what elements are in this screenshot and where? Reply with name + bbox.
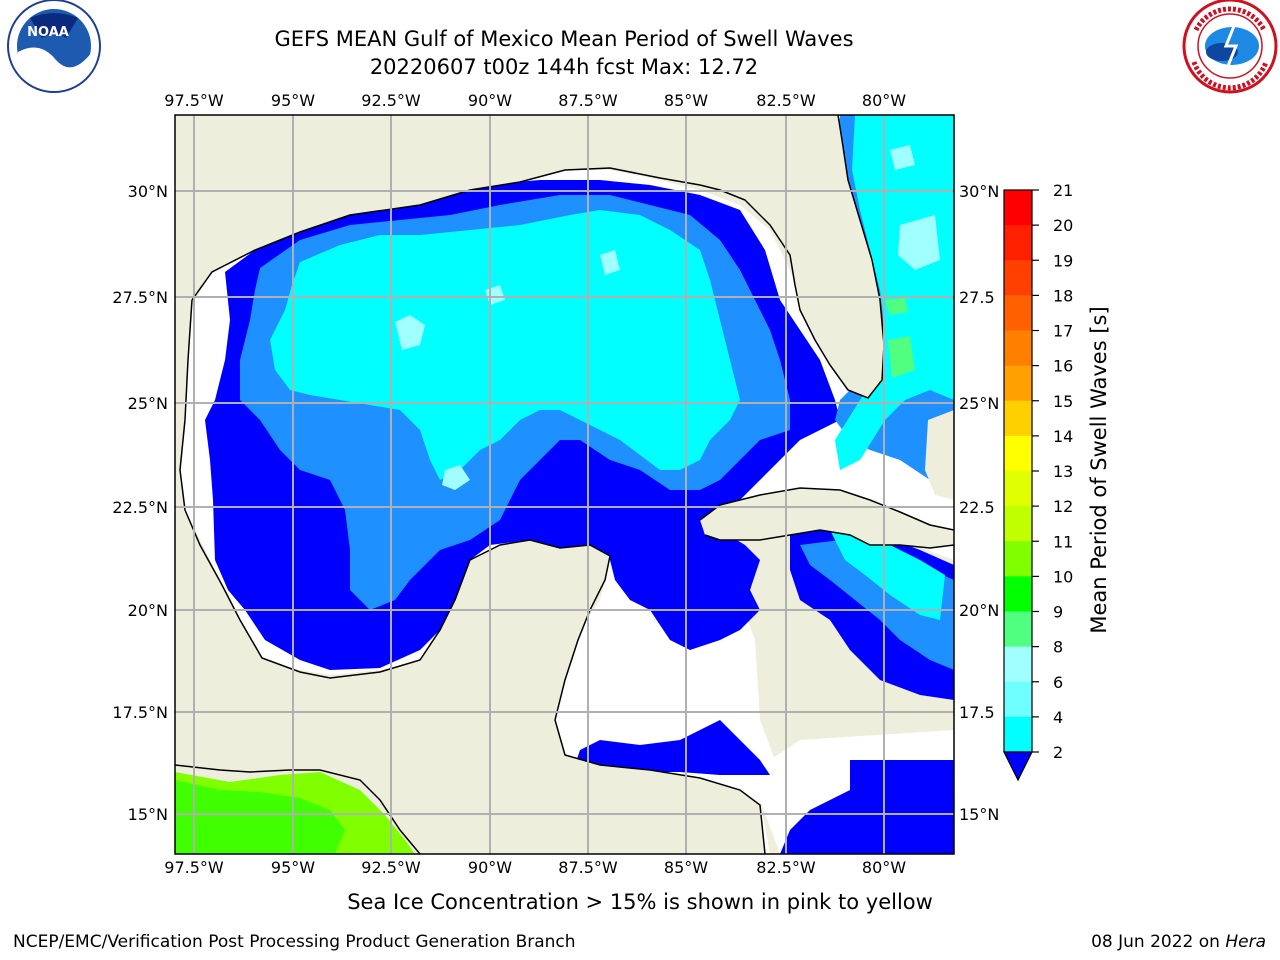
lat-labels-right: 30°N 27.5 25°N 22.5 20°N 17.5 15°N [959,182,999,824]
colorbar-tick-label: 10 [1053,567,1073,586]
colorbar-segment [1004,225,1032,261]
colorbar-tick-label: 14 [1053,427,1073,446]
colorbar: 21 20 19 18 17 16 15 14 13 12 11 10 9 8 6 4 2 [1003,181,1073,782]
colorbar-tick-label: 12 [1053,497,1073,516]
map-plot-area [175,115,954,854]
lon-label: 92.5°W [361,91,421,110]
noaa-logo-text: NOAA [27,25,69,40]
lon-label: 85°W [664,91,708,110]
colorbar-tick-label: 8 [1053,638,1063,657]
lat-label: 25°N [959,394,999,413]
atlantic-swell-9-10 [885,298,915,378]
colorbar-segment [1004,190,1032,226]
colorbar-label: Mean Period of Swell Waves [s] [1087,306,1111,633]
sea-ice-note: Sea Ice Concentration > 15% is shown in … [347,890,933,914]
pacific-swell-11-12 [175,780,345,854]
atlantic-swell-6-8 [835,115,954,470]
lat-label: 25°N [128,394,168,413]
colorbar-tick-label: 4 [1053,708,1063,727]
colorbar-segment [1004,681,1032,718]
lat-label: 27.5°N [112,288,168,307]
colorbar-segment [1004,260,1032,296]
coastline [175,115,954,854]
colorbar-segment [1004,365,1032,402]
lon-label: 97.5°W [164,91,224,110]
lat-label: 22.5 [959,498,995,517]
chart-title: GEFS MEAN Gulf of Mexico Mean Period of … [274,27,854,51]
host-name: Hera [1225,932,1266,952]
lon-label: 95°W [271,858,315,877]
colorbar-segment [1004,400,1032,437]
map-frame [174,114,955,855]
lon-label: 82.5°W [756,858,816,877]
bahamas-land [925,410,954,500]
lon-label: 95°W [271,91,315,110]
colorbar-extend-arrow [1003,751,1033,782]
yucatan-land [175,510,765,854]
colorbar-segment [1004,716,1032,753]
swell-band-6-8 [270,210,740,480]
nws-logo [1182,0,1278,94]
colorbar-tick-label: 20 [1053,216,1073,235]
lon-label: 90°W [468,858,512,877]
map-gridlines [175,115,954,854]
lat-label: 15°N [128,805,168,824]
lon-label: 92.5°W [361,858,421,877]
colorbar-segment [1004,541,1032,577]
colorbar-segment [1004,506,1032,542]
lat-label: 27.5 [959,288,995,307]
colorbar-tick-label: 9 [1053,603,1063,622]
lat-label: 22.5°N [112,498,168,517]
lon-label: 80°W [862,91,906,110]
date-value: 08 Jun 2022 on [1091,932,1226,952]
colorbar-tick-label: 13 [1053,462,1073,481]
florida-land [175,115,884,398]
lon-label: 90°W [468,91,512,110]
lat-label: 30°N [128,182,168,201]
lon-label: 85°W [664,858,708,877]
chart-subtitle: 20220607 t00z 144h fcst Max: 12.72 [369,55,759,79]
caribbean-swell-2-4 [575,525,954,854]
atlantic-swell-8-9 [890,145,940,270]
colorbar-tick-label: 16 [1053,357,1073,376]
lat-label: 30°N [959,182,999,201]
lon-label: 82.5°W [756,91,816,110]
colorbar-tick-label: 2 [1053,743,1063,762]
colorbar-segment [1004,471,1032,507]
colorbar-segment [1004,330,1032,367]
cuba-land [700,488,954,548]
colorbar-segment [1004,646,1032,683]
colorbar-tick-label: 15 [1053,392,1073,411]
lat-label: 17.5 [959,703,995,722]
colorbar-tick-label: 21 [1053,181,1073,200]
lat-labels-left: 30°N 27.5°N 25°N 22.5°N 20°N 17.5°N 15°N [112,182,168,824]
lon-label: 97.5°W [164,858,224,877]
lon-label: 80°W [862,858,906,877]
lon-labels-top: 97.5°W 95°W 92.5°W 90°W 87.5°W 85°W 82.5… [164,91,906,110]
colorbar-segment [1004,295,1032,331]
colorbar-segment [1004,435,1032,472]
noaa-logo: NOAA [7,0,101,93]
lat-label: 15°N [959,805,999,824]
date-text: 08 Jun 2022 on Hera [1091,932,1266,952]
lon-label: 87.5°W [558,858,618,877]
colorbar-tick-label: 18 [1053,286,1073,305]
colorbar-tick-label: 19 [1053,251,1073,270]
caribbean-swell-6-8 [830,528,945,620]
colorbar-tick-label: 11 [1053,532,1073,551]
colorbar-segment [1004,576,1032,612]
lon-labels-bottom: 97.5°W 95°W 92.5°W 90°W 87.5°W 85°W 82.5… [164,858,906,877]
lat-label: 20°N [128,601,168,620]
lat-label: 17.5°N [112,703,168,722]
colorbar-tick-label: 6 [1053,673,1063,692]
colorbar-tick-label: 17 [1053,322,1073,341]
lat-label: 20°N [959,601,999,620]
credit-text: NCEP/EMC/Verification Post Processing Pr… [13,932,576,952]
colorbar-segment [1004,611,1032,648]
lon-label: 87.5°W [558,91,618,110]
